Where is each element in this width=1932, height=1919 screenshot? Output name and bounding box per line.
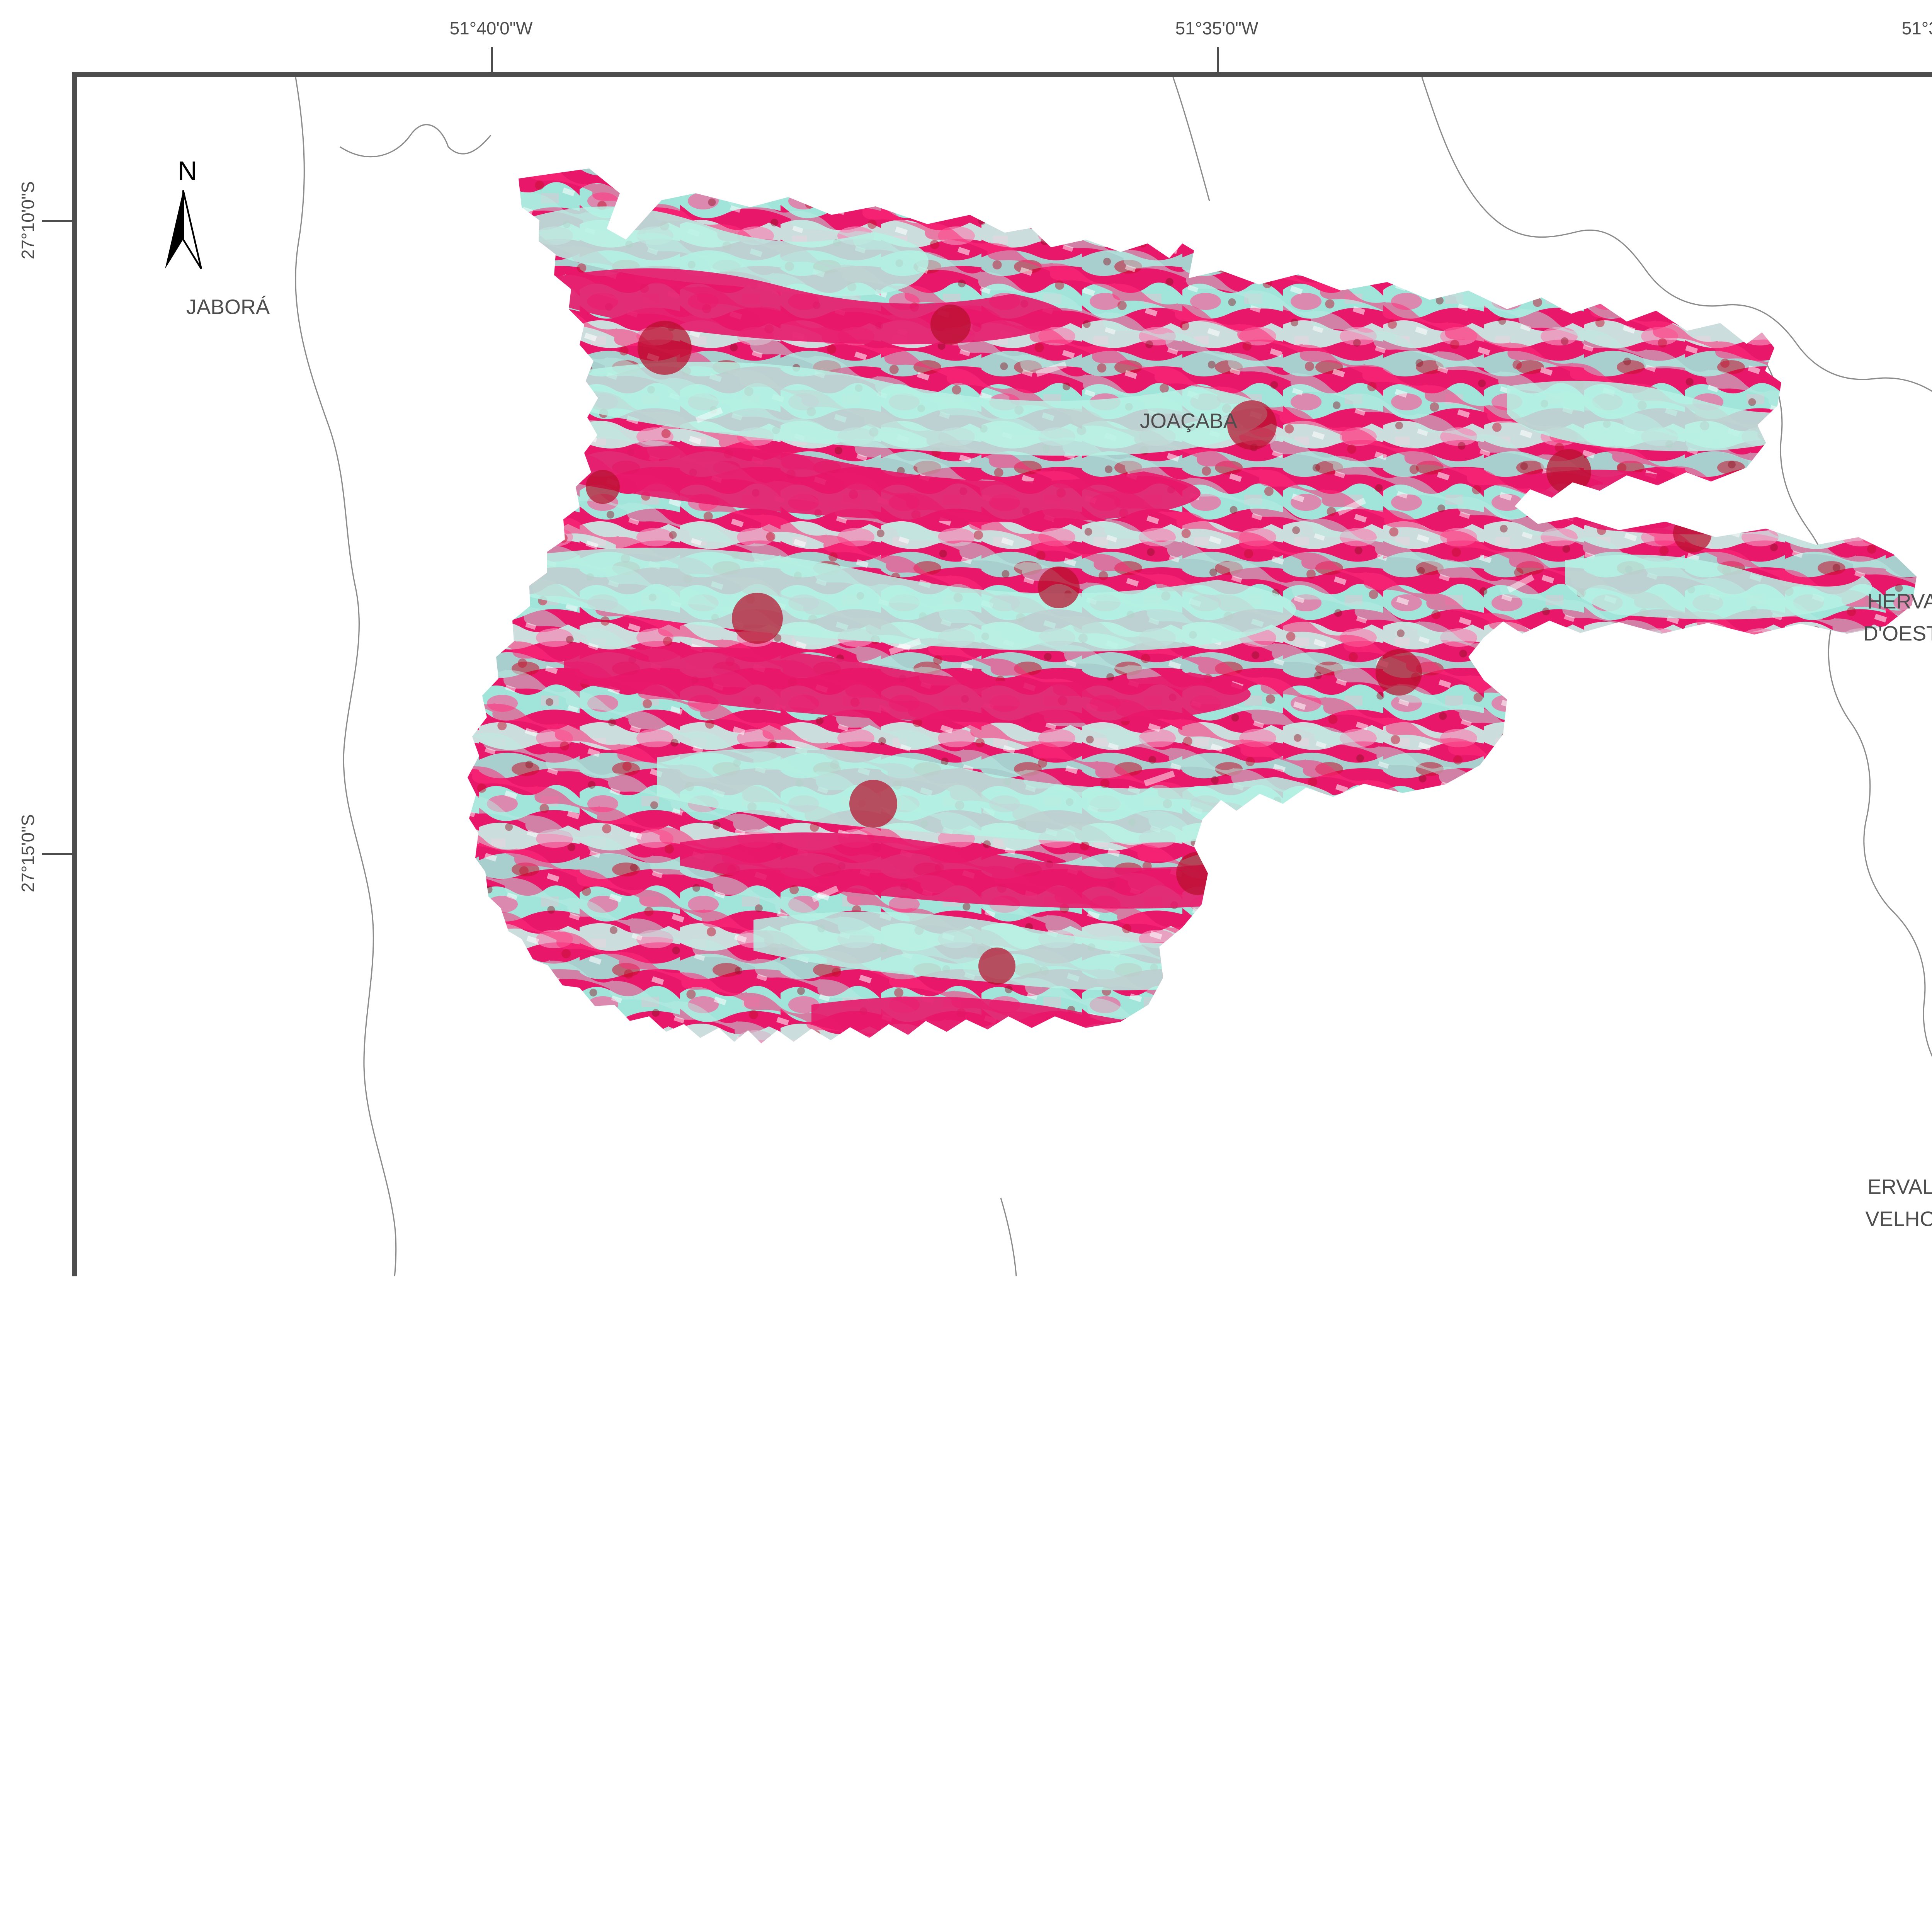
- map-label-capinzal: CAPINZAL: [1027, 1773, 1129, 1797]
- map-label-joacaba: JOAÇABA: [1140, 409, 1237, 434]
- map-label-doeste: D'OESTE: [1863, 622, 1932, 646]
- map-label-campos: CAMPOS: [1522, 1558, 1612, 1582]
- lat-tick-line-1: [42, 220, 72, 222]
- lon-label-top-2: 51°35'0"W: [1175, 18, 1259, 39]
- lat-label-1: 27°10'0"S: [17, 181, 38, 259]
- map-svg: [77, 77, 1932, 1832]
- lon-tick-line-2: [1217, 47, 1219, 77]
- scale-bar-segments: [174, 1766, 800, 1790]
- map-canvas[interactable]: [77, 77, 1932, 1832]
- north-arrow-label: N: [178, 155, 197, 186]
- lon-tick-line-b2: [1217, 1838, 1219, 1868]
- north-arrow: N: [158, 158, 216, 270]
- map-label-novos: NOVOS: [1529, 1590, 1605, 1614]
- scale-tick-4: 4: [475, 1739, 486, 1761]
- map-label-ouro: OURO: [530, 1426, 593, 1450]
- lat-tick-line-3: [42, 1486, 72, 1488]
- scale-seg-2: [330, 1766, 487, 1790]
- lon-label-bottom-3: 51°30'0"W: [1902, 1873, 1932, 1894]
- lon-tick-line-b1: [491, 1838, 493, 1868]
- map-page: JABORÁ JOAÇABA HERVAL D'OESTE ERVAL VELH…: [0, 0, 1932, 1919]
- lat-tick-line-2: [42, 853, 72, 855]
- map-label-velho: VELHO: [1865, 1207, 1932, 1232]
- satellite-imagery: [425, 155, 1932, 1082]
- scale-tick-2: 2: [322, 1739, 333, 1761]
- scale-seg-4: [643, 1766, 800, 1790]
- scale-seg-1: [174, 1766, 330, 1790]
- scale-bar-labels: 0 2 4 8 km: [174, 1740, 800, 1761]
- map-frame[interactable]: JABORÁ JOAÇABA HERVAL D'OESTE ERVAL VELH…: [72, 72, 1932, 1838]
- lon-label-top-1: 51°40'0"W: [450, 18, 533, 39]
- map-label-herval: HERVAL: [1867, 590, 1932, 614]
- lon-label-bottom-2: 51°35'0"W: [1175, 1873, 1259, 1894]
- lat-label-2: 27°15'0"S: [17, 814, 38, 892]
- lat-label-3: 27°20'0"S: [17, 1447, 38, 1525]
- scale-bar: 0 2 4 8 km: [174, 1740, 800, 1790]
- lon-label-bottom-1: 51°40'0"W: [450, 1873, 533, 1894]
- lon-label-top-3: 51°30'0"W: [1902, 18, 1932, 39]
- map-label-erval: ERVAL: [1867, 1175, 1932, 1199]
- scale-tick-8km: 8 km: [784, 1717, 810, 1761]
- north-arrow-icon: [162, 189, 205, 270]
- map-label-jabora: JABORÁ: [186, 295, 270, 320]
- lon-tick-line-1: [491, 47, 493, 77]
- scale-seg-3: [487, 1766, 643, 1790]
- scale-tick-0: 0: [168, 1739, 179, 1761]
